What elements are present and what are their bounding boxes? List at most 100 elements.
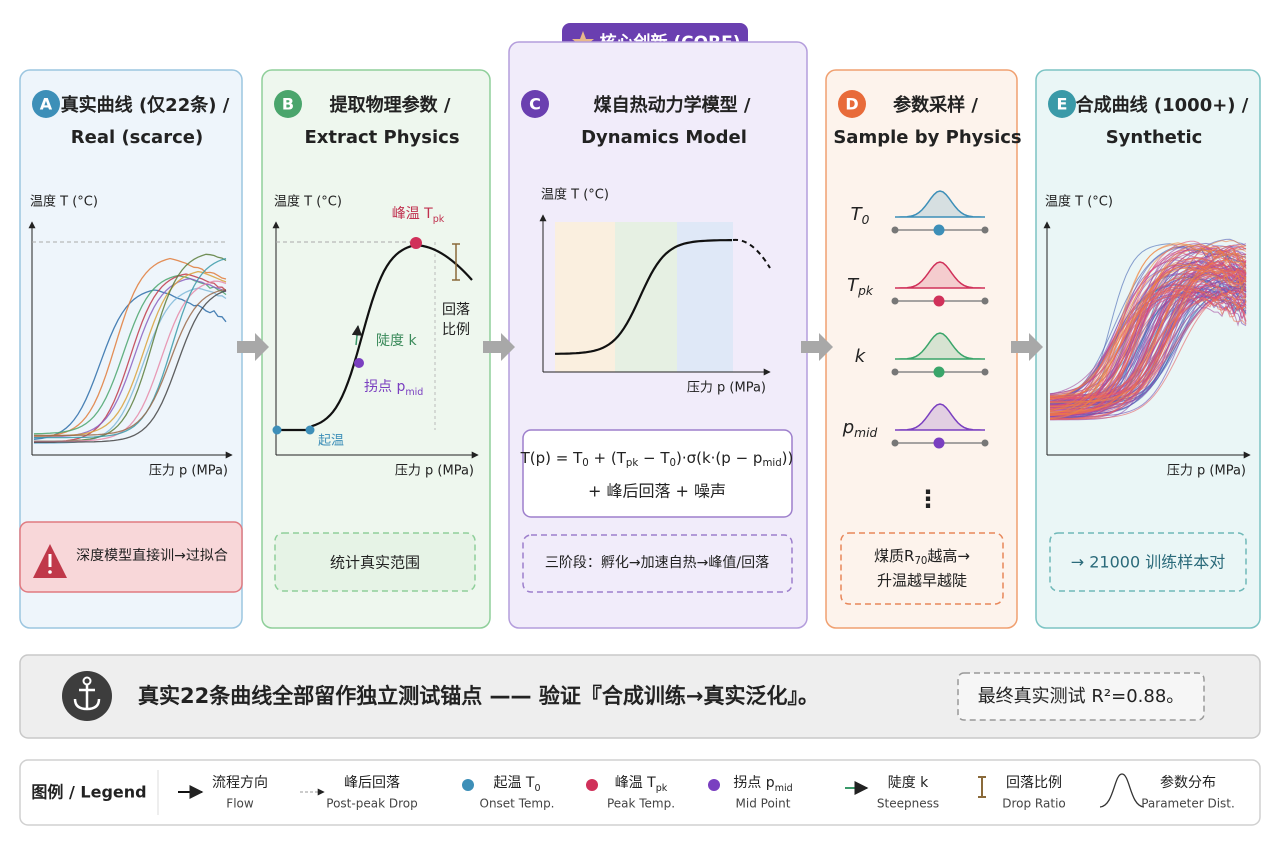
panel-title: 提取物理参数 / <box>330 94 451 116</box>
flow-arrow <box>483 333 515 361</box>
note-text: 深度模型直接训→过拟合 <box>76 547 228 564</box>
legend-label: 拐点 pmid <box>733 775 792 794</box>
panel-title: 真实曲线 (仅22条) / <box>61 94 230 116</box>
synthetic-curve <box>1050 252 1247 396</box>
legend-icon <box>708 779 720 791</box>
range-end <box>981 226 989 234</box>
note-box <box>840 532 1004 605</box>
legend-sublabel: Parameter Dist. <box>1141 797 1235 811</box>
synthetic-curve <box>1049 267 1247 416</box>
parameter-symbol: k <box>855 346 867 367</box>
real-curve <box>33 274 227 435</box>
note-text: → 21000 训练样本对 <box>1071 553 1225 572</box>
step-badge <box>521 90 549 118</box>
subscript: 0 <box>582 458 588 469</box>
legend-icon <box>1099 773 1145 808</box>
real-curve <box>34 289 227 443</box>
distribution <box>895 403 985 431</box>
peak-label: 峰温 Tpk <box>392 206 445 225</box>
fitted-curve <box>276 244 473 432</box>
step-letter: E <box>1057 95 1068 114</box>
panel-title: 合成曲线 (1000+) / <box>1076 94 1249 116</box>
distribution <box>895 332 985 360</box>
flow-arrow <box>1011 333 1043 361</box>
synthetic-curve <box>1049 265 1247 416</box>
x-axis-label: 压力 p (MPa) <box>1167 464 1246 479</box>
step-letter: B <box>282 95 294 114</box>
legend-label: 回落比例 <box>1006 775 1062 791</box>
text-part: p <box>842 417 854 438</box>
mid-point <box>354 358 364 368</box>
step-badge <box>32 90 60 118</box>
onset-label: 起温 <box>318 434 344 449</box>
note-text: 煤质R70越高→ <box>874 547 970 568</box>
formula: T(p) = T0 + (Tpk − T0)·σ(k·(p − pmid)) <box>520 449 794 470</box>
y-axis-label: 温度 T (°C) <box>541 187 609 203</box>
synthetic-curve <box>1049 244 1247 415</box>
panel-subtitle: Real (scarce) <box>71 127 203 148</box>
text-part: 煤质R <box>874 547 914 565</box>
text-part: T(p) = T <box>520 449 583 467</box>
range-end <box>891 297 899 305</box>
mid-label: 拐点 pmid <box>364 379 423 398</box>
legend-sublabel: Onset Temp. <box>480 797 555 811</box>
synthetic-curve <box>1050 240 1247 413</box>
legend-sublabel: Drop Ratio <box>1002 797 1066 811</box>
range-end <box>981 439 989 447</box>
x-axis-label: 压力 p (MPa) <box>395 464 474 479</box>
legend-icon <box>586 779 598 791</box>
parameter-symbol: Tpk <box>847 275 874 298</box>
drop-ratio-icon <box>452 243 460 281</box>
formula-box <box>522 429 793 518</box>
note-box <box>522 534 793 593</box>
phase-band <box>677 222 733 372</box>
parameter-symbol: T0 <box>851 204 870 227</box>
text-part: T <box>851 204 864 225</box>
text-part: )) <box>782 449 794 467</box>
text-part: T <box>847 275 860 296</box>
drop-label: 回落 <box>442 302 470 318</box>
step-letter: D <box>845 95 858 114</box>
legend-sublabel: Post-peak Drop <box>326 797 417 811</box>
sample-point <box>933 366 945 378</box>
subscript: mid <box>775 783 793 794</box>
legend-label: 流程方向 <box>212 775 268 791</box>
result-box <box>957 672 1205 721</box>
warning-dot <box>48 570 52 574</box>
peak-point <box>410 237 422 249</box>
synthetic-curve <box>1049 242 1246 420</box>
subscript: 0 <box>534 783 540 794</box>
step-letter: A <box>40 95 53 114</box>
range-end <box>891 439 899 447</box>
synthetic-curve <box>1049 267 1247 411</box>
drop-label: 比例 <box>442 322 470 338</box>
note-text: 升温越早越陡 <box>877 572 967 590</box>
synthetic-curve <box>1050 258 1247 398</box>
legend-label: 参数分布 <box>1160 774 1216 791</box>
y-axis-label: 温度 T (°C) <box>1045 194 1113 210</box>
onset-point <box>272 425 282 435</box>
subscript: pk <box>626 458 638 469</box>
range-end <box>891 368 899 376</box>
subscript: pk <box>857 284 874 298</box>
subscript: mid <box>854 426 877 440</box>
slope-label: 陡度 k <box>376 333 417 349</box>
text-part: 越高→ <box>927 547 970 565</box>
subscript: 0 <box>670 458 676 469</box>
flow-arrow <box>237 333 269 361</box>
subscript: 0 <box>862 213 870 227</box>
synthetic-curve <box>1049 295 1247 412</box>
synthetic-curve <box>1049 249 1247 403</box>
banner <box>19 654 1261 739</box>
y-axis-label: 温度 T (°C) <box>274 194 342 210</box>
text-part: 拐点 p <box>733 775 774 791</box>
banner-text: 真实22条曲线全部留作独立测试锚点 —— 验证『合成训练→真实泛化』。 <box>138 684 819 708</box>
real-curve <box>33 257 227 439</box>
onset-point <box>305 425 315 435</box>
panel-subtitle: Synthetic <box>1106 127 1203 148</box>
legend-title: 图例 / Legend <box>31 783 146 802</box>
legend <box>19 759 1261 826</box>
panel-subtitle: Extract Physics <box>304 127 459 148</box>
synthetic-curve <box>1050 269 1247 404</box>
